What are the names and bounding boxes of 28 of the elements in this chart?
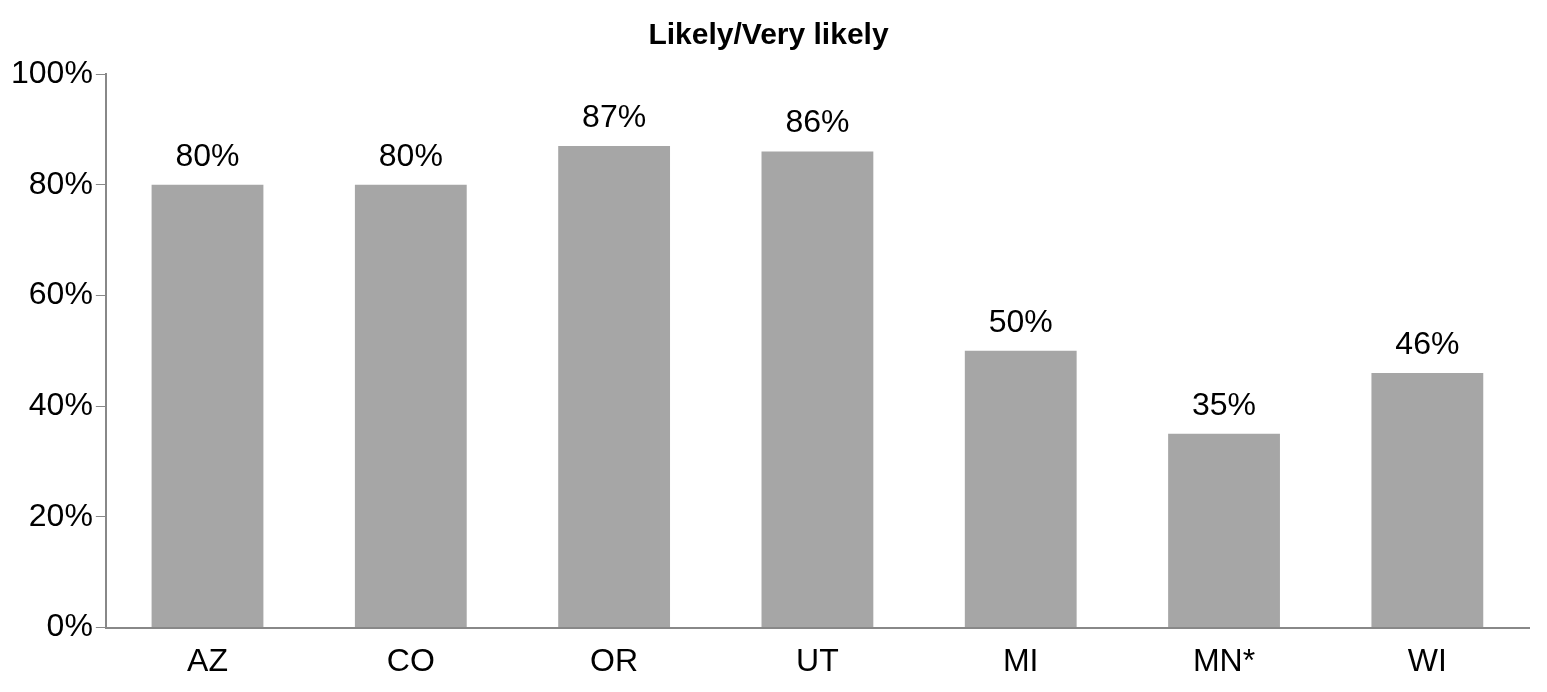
data-label: 80% [378, 136, 443, 173]
x-tick-label: CO [386, 641, 435, 678]
bar [354, 184, 467, 628]
x-tick-label: UT [796, 641, 839, 678]
chart-title: Likely/Very likely [648, 17, 889, 51]
x-tick-label: MN* [1192, 641, 1256, 678]
bar [761, 151, 874, 628]
bar [1168, 433, 1280, 628]
bar [1371, 372, 1484, 628]
x-tick-label: MI [1002, 641, 1039, 678]
bar [151, 184, 264, 628]
data-label: 87% [582, 97, 647, 134]
y-tick-label: 100% [11, 53, 93, 90]
y-tick-label: 20% [28, 496, 93, 533]
x-tick-label: OR [590, 641, 639, 678]
bar [964, 350, 1077, 628]
y-tick-label: 60% [28, 275, 93, 312]
x-tick-label: WI [1407, 641, 1447, 678]
y-tick-label: 80% [28, 164, 93, 201]
x-tick-label: AZ [187, 641, 228, 678]
y-tick-label: 0% [46, 607, 93, 644]
y-tick-label: 40% [28, 385, 93, 422]
data-label: 50% [988, 302, 1053, 339]
data-label: 35% [1192, 385, 1257, 422]
data-label: 46% [1395, 324, 1460, 361]
data-label: 86% [785, 103, 850, 140]
bar [558, 145, 671, 628]
data-label: 80% [175, 136, 240, 173]
